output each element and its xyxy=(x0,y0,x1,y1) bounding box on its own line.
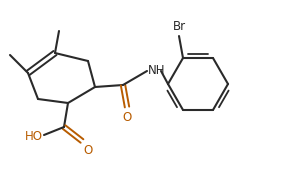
Text: NH: NH xyxy=(148,63,166,77)
Text: HO: HO xyxy=(25,129,43,142)
Text: Br: Br xyxy=(172,20,185,33)
Text: O: O xyxy=(83,144,92,157)
Text: O: O xyxy=(122,111,131,124)
